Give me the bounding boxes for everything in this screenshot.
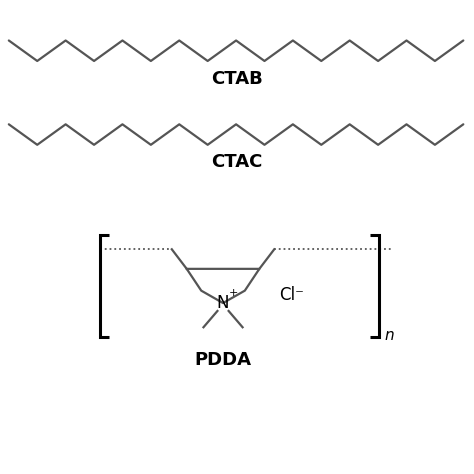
Text: N: N <box>217 294 229 312</box>
Text: Cl⁻: Cl⁻ <box>279 286 304 304</box>
Text: CTAB: CTAB <box>211 70 263 88</box>
Text: n: n <box>384 328 394 343</box>
Text: PDDA: PDDA <box>194 351 252 369</box>
Text: +: + <box>229 288 238 298</box>
Text: CTAC: CTAC <box>211 154 263 172</box>
